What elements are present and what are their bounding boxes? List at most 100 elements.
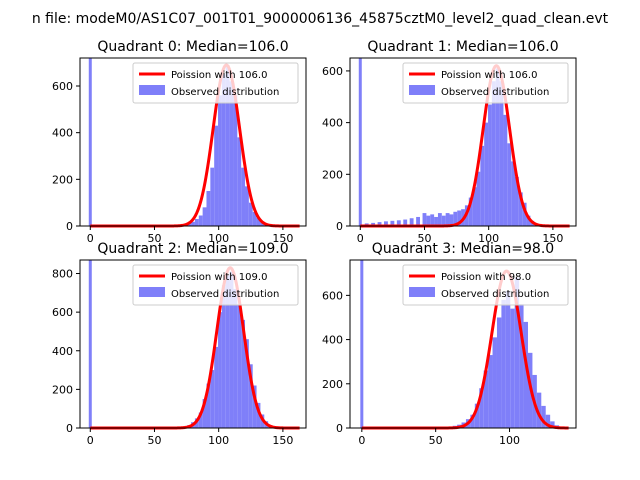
y-tick-label: 400 <box>322 117 343 130</box>
subplot-quadrant-3: Quadrant 3: Median=98.0 0 50 100 0 200 400 600 P… <box>322 241 577 447</box>
hist-bar <box>445 213 450 226</box>
legend-box <box>132 62 299 104</box>
hist-bar <box>519 304 524 428</box>
subplot-title: Quadrant 2: Median=109.0 <box>97 241 288 257</box>
y-tick-label: 200 <box>322 168 343 181</box>
legend-poisson-label: Poission with 98.0 <box>441 272 531 283</box>
hist-bar <box>437 213 442 226</box>
y-tick-label: 600 <box>52 306 73 319</box>
hist-bar <box>416 216 420 226</box>
legend-poisson-label: Poission with 106.0 <box>441 70 537 81</box>
x-tick-label: 0 <box>87 434 94 447</box>
hist-bar <box>384 221 388 226</box>
legend: Poission with 98.0 Observed distribution <box>402 264 569 306</box>
x-tick-label: 100 <box>478 232 499 245</box>
y-tick-label: 0 <box>66 422 73 435</box>
axes-frame <box>349 57 577 227</box>
hist-bar <box>210 167 215 226</box>
hist-bar <box>248 202 253 226</box>
hist-bar <box>457 210 462 226</box>
hist-bar <box>390 220 395 226</box>
hist-bar-zero <box>88 58 92 226</box>
hist-bar <box>202 399 207 428</box>
hist-bar <box>479 388 484 428</box>
hist-bar <box>507 143 512 226</box>
subplot-grid: Quadrant 0: Median=106.0 0 50 100 150 0 200 400… <box>52 39 577 447</box>
hist-bar <box>430 214 435 226</box>
subplot-quadrant-2: Quadrant 2: Median=109.0 0 50 100 150 0 200 400… <box>52 241 307 447</box>
hist-bar <box>241 167 246 226</box>
hist-bar <box>409 218 414 226</box>
legend-observed-label: Observed distribution <box>441 289 549 300</box>
y-tick-label: 600 <box>322 289 343 302</box>
hist-bar <box>499 81 504 226</box>
y-tick-label: 0 <box>66 220 73 233</box>
y-tick-label: 800 <box>52 268 73 281</box>
x-tick-label: 100 <box>208 434 229 447</box>
y-tick-label: 400 <box>52 345 73 358</box>
hist-bar <box>233 95 238 226</box>
y-tick-label: 0 <box>336 422 343 435</box>
hist-bar <box>480 145 485 226</box>
hist-bar <box>221 74 226 226</box>
legend-box <box>402 62 569 104</box>
hist-bar <box>483 370 489 428</box>
legend-observed-swatch <box>139 287 165 297</box>
legend-observed-swatch <box>409 85 435 95</box>
x-tick-label: 150 <box>272 434 293 447</box>
y-tick-label: 200 <box>322 378 343 391</box>
subplot-title: Quadrant 3: Median=98.0 <box>372 241 554 257</box>
hist-bar <box>241 319 246 428</box>
hist-bar <box>225 275 230 428</box>
legend: Poission with 106.0 Observed distribution <box>132 62 299 104</box>
x-tick-label: 0 <box>358 434 365 447</box>
hist-bar <box>496 317 502 428</box>
hist-bar <box>260 221 265 226</box>
hist-bar <box>422 213 427 226</box>
hist-bar <box>514 277 520 428</box>
hist-bar <box>491 81 496 226</box>
hist-bar <box>198 412 203 428</box>
hist-bar <box>470 414 475 428</box>
legend-box <box>402 264 569 306</box>
hist-bar <box>488 104 492 226</box>
x-tick-label: 150 <box>272 232 293 245</box>
hist-bar <box>233 288 238 428</box>
hist-bar <box>206 383 211 428</box>
legend: Poission with 106.0 Observed distribution <box>402 62 569 104</box>
x-tick-label: 100 <box>208 232 229 245</box>
hist-bar <box>206 191 211 226</box>
hist-bar <box>468 197 473 226</box>
x-tick-label: 0 <box>357 232 364 245</box>
axes-frame <box>79 259 307 429</box>
hist-bar <box>252 385 257 428</box>
y-tick-label: 400 <box>52 127 73 140</box>
hist-bar <box>501 299 506 428</box>
hist-bar <box>245 186 249 226</box>
hist-bar <box>510 308 515 428</box>
hist-bar <box>229 81 234 226</box>
hist-bar <box>256 402 261 428</box>
hist-bar <box>518 192 523 226</box>
hist-bar <box>474 403 480 428</box>
hist-bar <box>218 95 222 226</box>
hist-bar <box>191 221 195 226</box>
hist-bar <box>237 137 242 226</box>
hist-bar <box>484 122 489 226</box>
hist-bar <box>453 211 458 226</box>
hist-bar <box>476 171 481 226</box>
hist-bar <box>396 220 401 226</box>
hist-bar <box>449 214 454 226</box>
x-tick-label: 50 <box>417 232 431 245</box>
hist-bar <box>256 217 261 226</box>
hist-bar <box>225 65 230 226</box>
hist-bar <box>403 219 408 226</box>
x-tick-label: 150 <box>542 232 563 245</box>
hist-bar <box>214 346 219 428</box>
axes-frame <box>79 57 307 227</box>
hist-bar <box>515 176 519 226</box>
y-tick-label: 200 <box>52 173 73 186</box>
x-tick-label: 50 <box>147 232 161 245</box>
x-tick-label: 50 <box>429 434 443 447</box>
